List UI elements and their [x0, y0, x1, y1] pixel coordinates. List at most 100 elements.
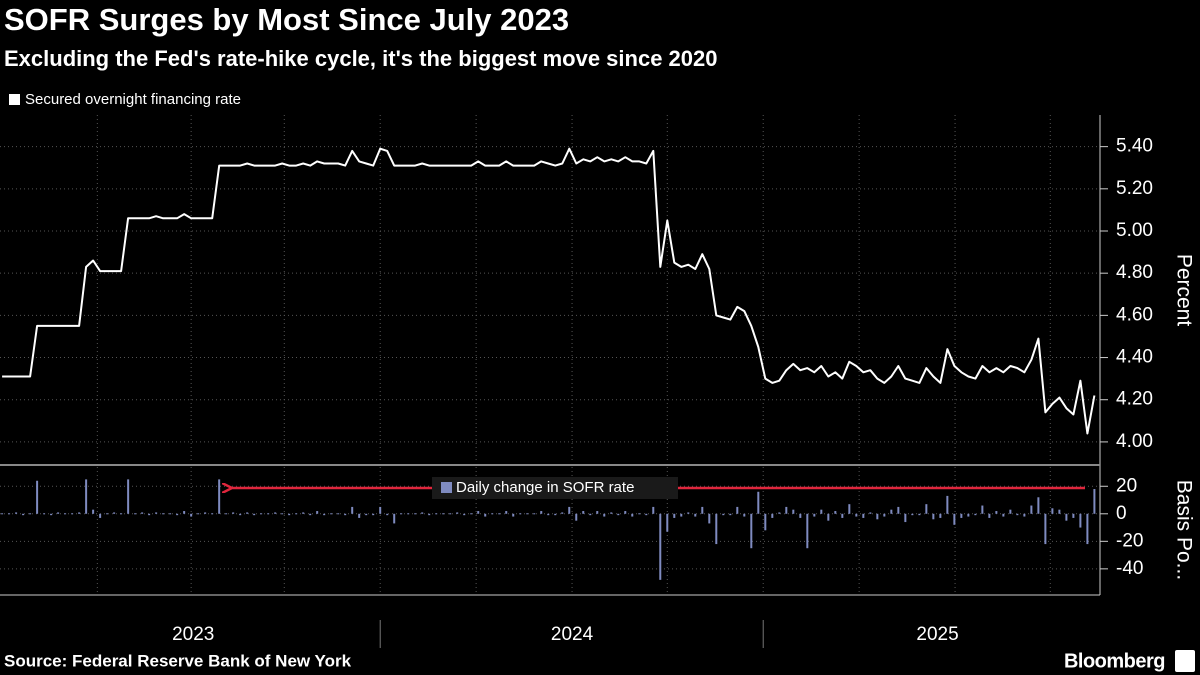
- bar: [995, 511, 998, 514]
- bar: [596, 511, 599, 514]
- bar: [148, 513, 151, 516]
- bar: [372, 513, 375, 516]
- bar: [610, 512, 613, 514]
- bar: [575, 513, 578, 521]
- legend-background: [432, 477, 678, 499]
- bar: [22, 513, 25, 516]
- bar: [344, 513, 347, 516]
- bar: [505, 511, 508, 514]
- bar: [323, 513, 326, 516]
- bar: [442, 513, 445, 515]
- bar: [540, 511, 543, 514]
- bar: [841, 513, 844, 518]
- bar: [848, 504, 851, 514]
- source: Source: Federal Reserve Bank of New York: [4, 651, 352, 670]
- bar: [743, 513, 746, 517]
- bar: [603, 513, 606, 517]
- bar: [393, 513, 396, 524]
- bar: [897, 506, 900, 514]
- bar: [302, 512, 305, 514]
- bar: [1044, 513, 1047, 545]
- bar: [827, 513, 830, 521]
- bar: [120, 513, 123, 515]
- bar: [960, 513, 963, 518]
- bar: [792, 509, 795, 514]
- data-line: [2, 147, 1096, 435]
- bar: [694, 513, 697, 517]
- bar: [274, 512, 277, 514]
- bar: [477, 511, 480, 514]
- bar: [169, 513, 172, 515]
- bar: [582, 511, 585, 514]
- bar: [253, 513, 256, 516]
- bar: [463, 513, 466, 516]
- bar: [939, 513, 942, 518]
- bar: [288, 513, 291, 516]
- bar: [666, 513, 669, 532]
- bar: [1093, 489, 1096, 514]
- bar: [813, 513, 816, 517]
- bar: [778, 512, 781, 514]
- bar: [722, 513, 725, 516]
- bar: [1079, 513, 1082, 528]
- bar: [918, 513, 921, 516]
- bar: [512, 513, 515, 517]
- bar: [1051, 508, 1054, 514]
- bar: [617, 513, 620, 516]
- bar: [638, 513, 641, 515]
- y-tick-label: 4.20: [1116, 389, 1153, 410]
- bar: [519, 513, 522, 515]
- y-tick-label: 5.40: [1116, 136, 1153, 157]
- bar: [365, 513, 368, 516]
- bar: [589, 513, 592, 516]
- bar: [260, 513, 263, 515]
- bar: [785, 506, 788, 514]
- bar: [155, 512, 158, 514]
- bar: [134, 513, 137, 515]
- bar: [904, 513, 907, 523]
- bar: [190, 513, 193, 517]
- bar: [50, 513, 53, 516]
- bar: [435, 513, 438, 515]
- bar: [736, 506, 739, 514]
- chart-title: SOFR Surges by Most Since July 2023: [4, 2, 569, 37]
- chart-subtitle: Excluding the Fed's rate-hike cycle, it'…: [4, 46, 718, 71]
- y-axis-label: Basis Po...: [1172, 480, 1195, 580]
- bar: [561, 512, 564, 514]
- bar: [78, 512, 81, 514]
- bar: [1, 513, 4, 515]
- bar: [1023, 513, 1026, 517]
- y-tick-label: -40: [1116, 558, 1143, 579]
- bar: [869, 512, 872, 514]
- bar: [981, 505, 984, 514]
- bar: [554, 513, 557, 516]
- bar: [1016, 513, 1019, 516]
- bar: [883, 513, 886, 517]
- brand-icon: [1175, 650, 1195, 672]
- bar: [85, 479, 88, 514]
- bar: [141, 512, 144, 514]
- bar: [232, 512, 235, 514]
- bar: [470, 513, 473, 515]
- bar: [267, 513, 270, 515]
- bar: [498, 513, 501, 515]
- bar: [8, 513, 11, 515]
- bar: [106, 513, 109, 515]
- bar: [568, 506, 571, 514]
- bar: [1058, 509, 1061, 514]
- bar: [36, 480, 39, 514]
- bar: [932, 513, 935, 520]
- bar: [631, 513, 634, 517]
- bar: [911, 513, 914, 516]
- bar: [673, 513, 676, 518]
- bar: [176, 513, 179, 516]
- bar: [57, 512, 60, 514]
- bar: [876, 513, 879, 520]
- x-tick-label: 2024: [551, 624, 594, 645]
- bar: [1009, 509, 1012, 514]
- bar: [624, 511, 627, 514]
- bar: [428, 513, 431, 516]
- bar: [211, 513, 214, 515]
